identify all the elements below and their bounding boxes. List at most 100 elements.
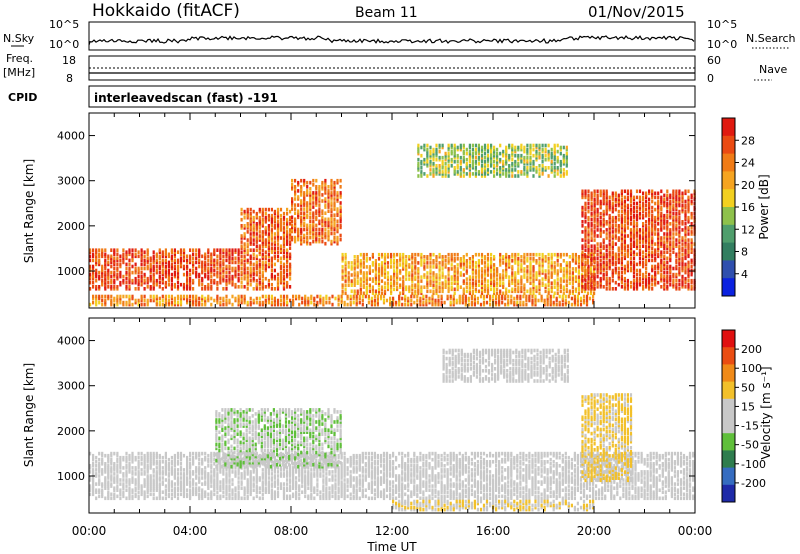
heatmap-cell [309, 235, 312, 240]
heatmap-cell [532, 147, 535, 152]
heatmap-cell [508, 157, 511, 162]
heatmap-cell [286, 260, 289, 265]
heatmap-cell [333, 191, 336, 195]
heatmap-cell [468, 151, 471, 156]
heatmap-cell [243, 242, 246, 246]
heatmap-cell [638, 244, 642, 248]
heatmap-cell [429, 279, 432, 283]
heatmap-cell [176, 300, 180, 305]
heatmap-cell [523, 275, 526, 279]
heatmap-cell [620, 266, 623, 271]
heatmap-cell [198, 252, 201, 257]
heatmap-cell [453, 271, 456, 275]
heatmap-cell [464, 294, 467, 299]
heatmap-cell [365, 285, 368, 289]
heatmap-cell [267, 240, 270, 244]
heatmap-cell [143, 298, 146, 303]
heatmap-cell [593, 287, 596, 291]
heatmap-cell [568, 269, 571, 273]
heatmap-cell [544, 255, 547, 259]
heatmap-cell [158, 276, 161, 281]
heatmap-cell [675, 211, 678, 216]
heatmap-cell [95, 250, 98, 254]
heatmap-cell [237, 276, 240, 281]
heatmap-cell [95, 260, 98, 265]
heatmap-cell [312, 231, 315, 236]
heatmap-cell [231, 280, 234, 285]
heatmap-cell [505, 151, 508, 156]
heatmap-cell [216, 282, 219, 287]
heatmap-cell [678, 209, 681, 214]
heatmap-cell [441, 166, 444, 170]
heatmap-cell [330, 213, 333, 217]
heatmap-cell [567, 300, 570, 305]
heatmap-cell [550, 168, 553, 172]
heatmap-cell [101, 274, 104, 279]
heatmap-cell [198, 296, 201, 301]
heatmap-cell [423, 143, 426, 148]
heatmap-cell [544, 147, 547, 152]
heatmap-cell [393, 283, 396, 287]
heatmap-cell [489, 294, 492, 299]
heatmap-cell [300, 178, 303, 183]
heatmap-cell [267, 282, 270, 287]
heatmap-cell [371, 263, 374, 267]
heatmap-cell [584, 215, 587, 220]
heatmap-cell [663, 282, 666, 287]
heatmap-cell [532, 252, 535, 257]
heatmap-cell [294, 207, 297, 211]
heatmap-cell [249, 296, 252, 301]
heatmap-cell [152, 260, 155, 265]
heatmap-cell [282, 264, 286, 269]
heatmap-cell [660, 272, 663, 277]
heatmap-cell [632, 205, 636, 210]
heatmap-cell [294, 187, 297, 191]
heatmap-cell [270, 287, 273, 291]
heatmap-cell [386, 271, 390, 275]
heatmap-cell [559, 170, 562, 174]
heatmap-cell [297, 203, 300, 207]
heatmap-cell [657, 191, 660, 196]
heatmap-cell [264, 256, 267, 261]
heatmap-cell [267, 232, 270, 236]
heatmap-cell [614, 287, 617, 291]
heatmap-cell [520, 285, 523, 289]
heatmap-cell [532, 291, 535, 296]
heatmap-cell [654, 232, 657, 236]
heatmap-cell [246, 242, 249, 246]
heatmap-cell [291, 183, 294, 187]
heatmap-cell [428, 296, 431, 301]
heatmap-cell [511, 151, 514, 156]
heatmap-cell [681, 203, 684, 208]
heatmap-cell [590, 267, 593, 271]
heatmap-cell [520, 159, 523, 164]
heatmap-cell [590, 238, 593, 242]
heatmap-cell [282, 215, 286, 220]
heatmap-cell [517, 289, 520, 294]
heatmap-cell [353, 281, 356, 285]
heatmap-cell [201, 254, 204, 259]
heatmap-cell [599, 276, 602, 281]
heatmap-cell [356, 257, 359, 261]
heatmap-cell [565, 157, 568, 162]
heatmap-cell [149, 274, 152, 279]
heatmap-cell [98, 294, 101, 299]
heatmap-cell [321, 231, 324, 236]
heatmap-cell [98, 285, 101, 289]
heatmap-cell [306, 203, 309, 207]
heatmap-cell [565, 283, 568, 287]
heatmap-cell [471, 289, 474, 294]
heatmap-cell [270, 230, 273, 234]
heatmap-cell [456, 287, 459, 292]
heatmap-cell [417, 269, 420, 273]
heatmap-cell [119, 282, 122, 287]
heatmap-cell [95, 274, 98, 279]
heatmap-cell [333, 217, 336, 222]
heatmap-cell [617, 224, 620, 228]
heatmap-cell [303, 215, 306, 220]
heatmap-cell [246, 224, 249, 228]
heatmap-cell [315, 233, 318, 238]
heatmap-cell [309, 187, 312, 191]
heatmap-cell [432, 252, 435, 257]
heatmap-cell [402, 291, 405, 296]
